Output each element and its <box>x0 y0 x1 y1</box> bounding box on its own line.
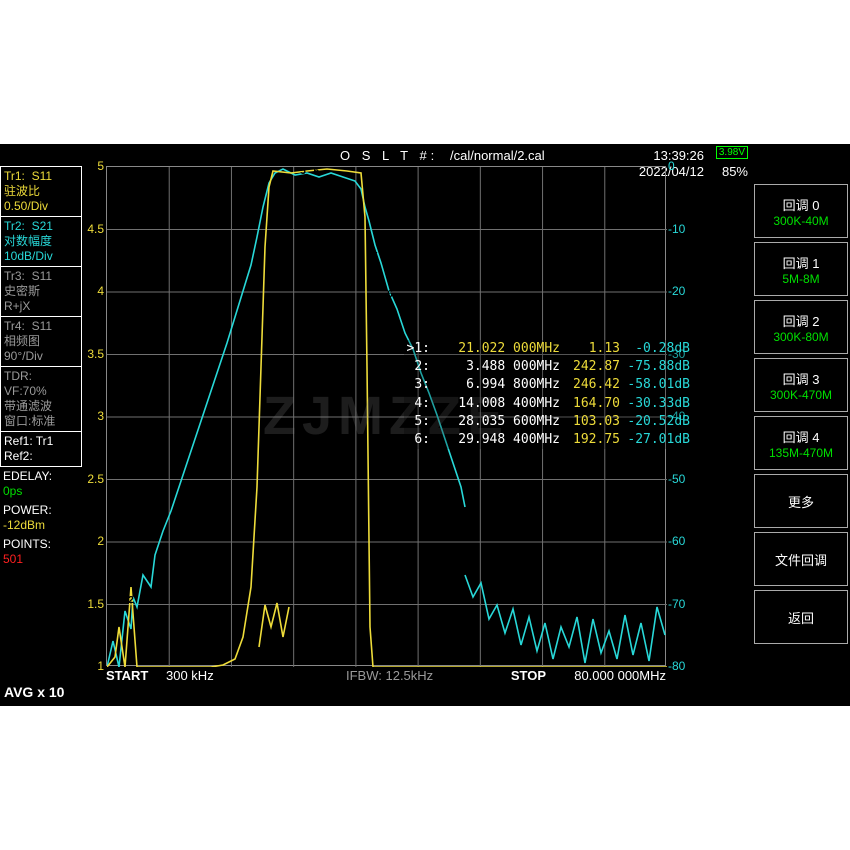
right-menu: 回调 0300K-40M回调 15M-8M回调 2300K-80M回调 3300… <box>754 184 848 644</box>
marker-row-3[interactable]: 3:6.994 800MHz246.42-58.01dB <box>404 376 690 394</box>
battery-voltage: 3.98V <box>716 146 748 159</box>
marker-row-1[interactable]: >1:21.022 000MHz1.13-0.28dB <box>404 340 690 358</box>
avg-label: AVG x 10 <box>4 684 64 700</box>
menu-button-3[interactable]: 回调 3300K-470M <box>754 358 848 412</box>
start-value: 300 kHz <box>166 668 214 683</box>
menu-button-7[interactable]: 返回 <box>754 590 848 644</box>
tdr-box[interactable]: TDR: VF:70% 带通滤波 窗口:标准 <box>0 366 82 431</box>
marker-flag-3[interactable]: 3 <box>148 165 163 182</box>
menu-button-6[interactable]: 文件回调 <box>754 532 848 586</box>
menu-button-0[interactable]: 回调 0300K-40M <box>754 184 848 238</box>
marker-table: >1:21.022 000MHz1.13-0.28dB2:3.488 000MH… <box>404 340 690 449</box>
left-sidebar: Tr1: S11 驻波比 0.50/Div Tr2: S21 对数幅度 10dB… <box>0 166 82 569</box>
marker-flag-1[interactable]: 1 <box>246 165 261 182</box>
start-label: START <box>106 668 148 683</box>
trace3-box[interactable]: Tr3: S11 史密斯 R+jX <box>0 266 82 316</box>
y-axis-left: 54.543.532.521.51 <box>84 166 106 666</box>
trace4-box[interactable]: Tr4: S11 相频图 90°/Div <box>0 316 82 366</box>
trace2-box[interactable]: Tr2: S21 对数幅度 10dB/Div <box>0 216 82 266</box>
menu-button-4[interactable]: 回调 4135M-470M <box>754 416 848 470</box>
menu-button-2[interactable]: 回调 2300K-80M <box>754 300 848 354</box>
oslt-label: O S L T #: <box>340 148 438 163</box>
marker-flag-6[interactable]: 6 <box>309 165 324 182</box>
trace-marker-5[interactable]: 5 <box>368 250 383 267</box>
trace-marker-4[interactable]: 4 <box>198 342 213 359</box>
marker-row-2[interactable]: 2:3.488 000MHz242.87-75.88dB <box>404 358 690 376</box>
clock-time: 13:39:26 <box>653 148 704 163</box>
points-row: POINTS: 501 <box>0 535 82 569</box>
menu-button-5[interactable]: 更多 <box>754 474 848 528</box>
trace-marker-2[interactable]: 2 <box>124 594 139 611</box>
stop-label: STOP <box>511 668 546 683</box>
stop-value: 80.000 000MHz <box>574 668 666 683</box>
ref1: Ref1: Tr1 <box>4 434 78 449</box>
marker-row-6[interactable]: 6:29.948 400MHz192.75-27.01dB <box>404 431 690 449</box>
trace-marker-6[interactable]: 6 <box>383 288 398 305</box>
trace1-box[interactable]: Tr1: S11 驻波比 0.50/Div <box>0 166 82 216</box>
vna-screen: O S L T #: /cal/normal/2.cal 13:39:26 20… <box>0 144 850 706</box>
marker-row-5[interactable]: 5:28.035 600MHz103.03-20.52dB <box>404 413 690 431</box>
battery-percent: 85% <box>722 164 748 179</box>
power-row: POWER: -12dBm <box>0 501 82 535</box>
marker-row-4[interactable]: 4:14.008 400MHz164.70-30.33dB <box>404 395 690 413</box>
trace-marker-1[interactable]: 1 <box>268 590 283 607</box>
marker-flag-2[interactable]: 2 <box>124 165 139 182</box>
top-bar: O S L T #: /cal/normal/2.cal 13:39:26 20… <box>0 144 850 166</box>
ref2: Ref2: <box>4 449 78 464</box>
ifbw-label: IFBW: 12.5kHz <box>346 668 433 683</box>
edelay-row: EDELAY: 0ps <box>0 467 82 501</box>
menu-button-1[interactable]: 回调 15M-8M <box>754 242 848 296</box>
trace-marker-3[interactable]: 3 <box>148 516 163 533</box>
marker-flag-4[interactable]: 4 <box>198 165 213 182</box>
ref-box: Ref1: Tr1 Ref2: <box>0 431 82 467</box>
cal-file-path: /cal/normal/2.cal <box>450 148 545 163</box>
